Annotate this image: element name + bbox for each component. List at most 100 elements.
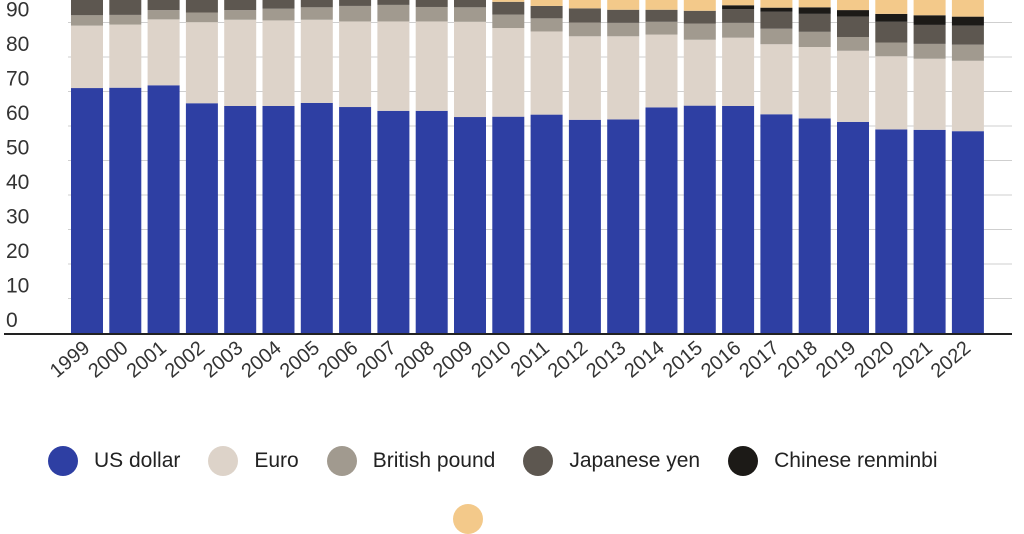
bar-euro-2009 <box>454 21 486 118</box>
bar-japanese-yen-2000 <box>109 0 142 15</box>
bar-british-pound-2009 <box>454 7 486 22</box>
x-tick-label: 2004 <box>237 337 285 382</box>
legend-swatch-euro <box>208 446 239 476</box>
x-tick-label: 2007 <box>352 337 400 382</box>
y-tick-label: 10 <box>6 275 29 298</box>
bar-euro-2013 <box>607 36 640 120</box>
bar-british-pound-2000 <box>109 14 142 25</box>
bar-british-pound-2005 <box>300 7 333 20</box>
x-tick-label: 2020 <box>850 337 898 382</box>
bar-euro-2021 <box>913 58 946 130</box>
bar-us-dollar-2003 <box>224 105 257 334</box>
bar-japanese-yen-2019 <box>837 16 869 37</box>
y-tick-label: 80 <box>6 33 29 56</box>
x-tick-label: 2013 <box>582 337 630 382</box>
legend-swatch-us-dollar <box>48 446 78 476</box>
bar-us-dollar-2005 <box>300 102 333 333</box>
bar-euro-2019 <box>837 50 869 122</box>
x-tick-label: 2000 <box>84 337 132 382</box>
bar-chinese-renminbi-2016 <box>722 5 755 10</box>
bar-chinese-renminbi-2021 <box>913 15 946 25</box>
x-tick-label: 2012 <box>544 337 592 382</box>
legend-label-us-dollar: US dollar <box>94 449 181 472</box>
bar-euro-2007 <box>377 21 410 111</box>
bar-british-pound-2001 <box>147 10 180 20</box>
bar-us-dollar-2013 <box>607 119 640 333</box>
legend-label-euro: Euro <box>254 449 299 472</box>
legend-item-japanese-yen: Japanese yen <box>523 446 700 476</box>
bar-us-dollar-2007 <box>377 110 410 333</box>
legend: US dollar Euro British pound Japanese ye… <box>48 446 966 476</box>
x-tick-label: 2002 <box>161 337 209 382</box>
bar-japanese-yen-2007 <box>377 0 410 5</box>
bar-japanese-yen-2002 <box>185 0 218 13</box>
bar-chinese-renminbi-2018 <box>798 7 831 14</box>
y-tick-label: 30 <box>6 206 29 229</box>
bar-euro-2022 <box>951 60 984 132</box>
bar-euro-2000 <box>109 24 142 88</box>
bar-us-dollar-2010 <box>492 116 525 333</box>
bar-japanese-yen-1999 <box>71 0 103 16</box>
bar-us-dollar-2018 <box>798 118 831 333</box>
bar-japanese-yen-2005 <box>300 0 333 8</box>
bar-other-2019 <box>837 0 869 11</box>
x-tick-label: 2009 <box>429 337 477 382</box>
stacked-bar-chart: 0102030405060708090199920002001200220032… <box>4 0 1012 382</box>
x-tick-label: 2016 <box>697 337 745 382</box>
bar-us-dollar-2006 <box>339 107 372 334</box>
bar-other-2020 <box>875 0 908 14</box>
bar-euro-2011 <box>530 31 563 115</box>
bar-other-2022 <box>951 0 984 17</box>
y-tick-label: 0 <box>6 309 18 332</box>
bar-euro-2002 <box>185 22 218 104</box>
bar-us-dollar-2019 <box>837 121 869 333</box>
bar-british-pound-2013 <box>607 22 640 37</box>
bar-japanese-yen-2009 <box>454 0 486 8</box>
legend-swatch-other-cut <box>453 504 483 534</box>
x-tick-label: 2011 <box>507 337 554 382</box>
bar-british-pound-2008 <box>415 6 448 22</box>
bar-british-pound-2006 <box>339 5 372 22</box>
bar-japanese-yen-2011 <box>530 5 563 19</box>
bar-british-pound-2003 <box>224 10 257 20</box>
x-tick-label: 2008 <box>391 337 439 382</box>
bar-chinese-renminbi-2019 <box>837 10 869 17</box>
bar-euro-2014 <box>645 34 678 108</box>
bar-british-pound-2002 <box>185 12 218 23</box>
x-tick-label: 2018 <box>774 337 822 382</box>
bar-us-dollar-2021 <box>913 129 946 333</box>
bar-euro-2012 <box>568 36 601 120</box>
bar-british-pound-2007 <box>377 4 410 22</box>
legend-label-japanese-yen: Japanese yen <box>569 449 701 472</box>
bar-euro-2010 <box>492 28 525 117</box>
bar-chinese-renminbi-2022 <box>951 16 984 26</box>
y-tick-label: 40 <box>6 171 29 194</box>
bar-euro-2005 <box>300 19 333 103</box>
bar-us-dollar-2015 <box>683 105 716 334</box>
bar-euro-2004 <box>262 20 295 106</box>
legend-swatch-british-pound <box>326 446 357 476</box>
x-tick-label: 2003 <box>199 337 247 382</box>
bar-us-dollar-2002 <box>185 103 218 333</box>
bar-other-2018 <box>798 0 831 8</box>
bar-other-2015 <box>683 0 716 11</box>
bar-euro-2018 <box>798 46 831 119</box>
x-tick-label: 2021 <box>889 337 937 382</box>
bar-us-dollar-2000 <box>109 87 142 333</box>
y-tick-label: 70 <box>6 68 29 91</box>
x-tick-label: 2005 <box>276 337 324 382</box>
bar-us-dollar-2017 <box>760 114 793 334</box>
bar-us-dollar-2012 <box>568 119 601 333</box>
bar-other-2014 <box>645 0 678 10</box>
bar-other-2021 <box>913 0 946 16</box>
bar-japanese-yen-2018 <box>798 13 831 32</box>
bar-us-dollar-2020 <box>875 129 908 333</box>
bar-other-2012 <box>568 0 601 9</box>
bar-british-pound-2020 <box>875 42 908 57</box>
bar-euro-2017 <box>760 44 793 115</box>
bar-british-pound-2019 <box>837 36 869 51</box>
bar-us-dollar-2009 <box>454 117 486 333</box>
bar-euro-1999 <box>71 25 103 89</box>
bar-british-pound-2021 <box>913 43 946 59</box>
legend-item-euro: Euro <box>208 446 299 476</box>
